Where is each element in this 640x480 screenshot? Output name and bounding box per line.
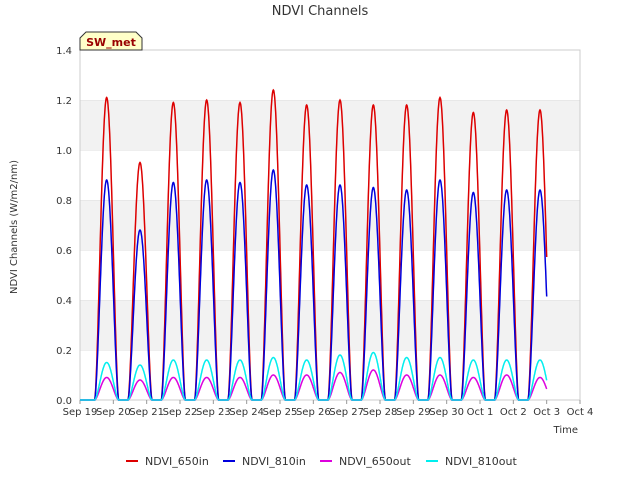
x-tick-label: Sep 24 — [229, 407, 264, 418]
y-tick-label: 0.2 — [56, 346, 72, 357]
x-tick-label: Sep 26 — [296, 407, 331, 418]
grid-band — [80, 150, 580, 200]
legend-label: NDVI_810in — [242, 455, 306, 468]
x-tick-label: Sep 22 — [163, 407, 198, 418]
y-tick-label: 1.0 — [56, 146, 72, 157]
grid-band — [80, 300, 580, 350]
y-tick-label: 0.8 — [56, 196, 72, 207]
x-tick-label: Sep 19 — [63, 407, 98, 418]
x-tick-label: Oct 3 — [533, 407, 560, 418]
x-tick-label: Sep 25 — [263, 407, 298, 418]
x-tick-label: Sep 20 — [96, 407, 131, 418]
station-badge-shape — [79, 31, 143, 51]
y-tick-label: 1.2 — [56, 96, 72, 107]
series-lines — [80, 88, 548, 401]
x-tick-label: Sep 23 — [196, 407, 231, 418]
legend: NDVI_650in NDVI_810in NDVI_650out NDVI_810o… — [126, 455, 517, 468]
x-tick-label: Oct 1 — [467, 407, 494, 418]
y-tick-label: 0.0 — [56, 396, 72, 407]
grid-band — [80, 200, 580, 250]
grid-band — [80, 250, 580, 300]
x-tick-label: Oct 2 — [500, 407, 527, 418]
x-tick-label: Sep 27 — [329, 407, 364, 418]
station-badge: SW_met — [79, 31, 143, 51]
grid-band — [80, 50, 580, 100]
grid-band — [80, 100, 580, 150]
y-tick-label: 0.4 — [56, 296, 72, 307]
legend-label: NDVI_650out — [339, 455, 411, 468]
x-tick-label: Sep 21 — [129, 407, 164, 418]
legend-label: NDVI_810out — [445, 455, 517, 468]
y-axis: 0.0 0.2 0.4 0.6 0.8 1.0 1.2 1.4 — [56, 46, 72, 407]
x-tick-label: Sep 29 — [396, 407, 431, 418]
background-bands — [80, 49, 580, 400]
chart-title: NDVI Channels — [272, 4, 369, 19]
series-line-ndvi-810out — [80, 351, 548, 401]
x-axis-label: Time — [553, 425, 578, 436]
legend-label: NDVI_650in — [145, 455, 209, 468]
y-tick-label: 0.6 — [56, 246, 72, 257]
x-tick-label: Sep 28 — [363, 407, 398, 418]
x-tick-label: Sep 30 — [429, 407, 464, 418]
station-badge-label: SW_met — [86, 36, 136, 49]
y-tick-label: 1.4 — [56, 46, 72, 57]
x-tick-label: Oct 4 — [567, 407, 594, 418]
plot-area — [79, 49, 581, 401]
y-axis-label: NDVI Channels (W/m2/nm) — [9, 160, 20, 294]
